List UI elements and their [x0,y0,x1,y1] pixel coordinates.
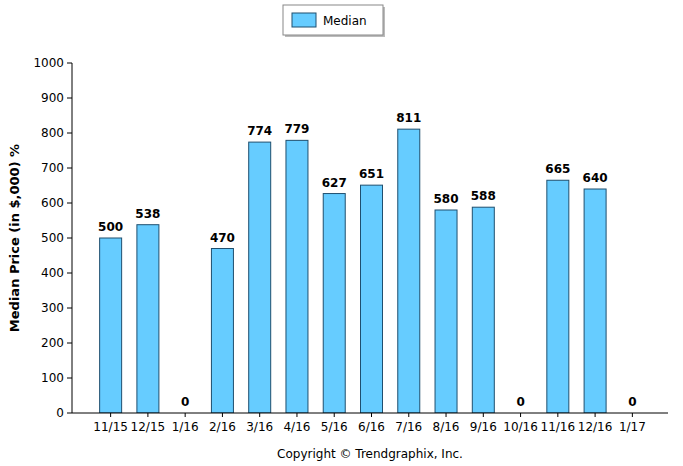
bar [323,194,345,413]
x-tick [632,413,633,417]
y-tick [67,378,72,379]
data-label: 538 [135,207,160,221]
x-tick-label: 12/16 [578,420,613,434]
legend-box [283,5,383,35]
bar [584,189,606,413]
bar [361,185,383,413]
y-tick-label: 1000 [33,56,64,70]
bar [547,180,569,413]
y-tick [67,308,72,309]
bar [472,207,494,413]
x-tick-label: 11/15 [93,420,128,434]
bar [249,142,271,413]
x-tick [595,413,596,417]
y-tick [67,63,72,64]
y-tick [67,203,72,204]
data-label: 580 [434,192,459,206]
x-tick-label: 4/16 [283,420,310,434]
x-tick-label: 11/16 [541,420,576,434]
legend-swatch [292,13,316,27]
x-tick [520,413,521,417]
y-tick-label: 100 [41,371,64,385]
x-tick [446,413,447,417]
data-label: 0 [516,395,524,409]
x-tick-label: 5/16 [321,420,348,434]
legend: Median [283,5,385,37]
y-tick [67,168,72,169]
x-tick [371,413,372,417]
x-tick [557,413,558,417]
data-label: 665 [545,162,570,176]
bars [100,129,606,413]
x-tick-label: 9/16 [470,420,497,434]
x-tick [147,413,148,417]
data-label: 0 [181,395,189,409]
bar [211,249,233,414]
x-tick [334,413,335,417]
x-tick [259,413,260,417]
y-tick [67,98,72,99]
x-tick-label: 7/16 [395,420,422,434]
x-tick [185,413,186,417]
legend-label: Median [323,14,367,28]
y-tick-label: 800 [41,126,64,140]
y-tick-label: 600 [41,196,64,210]
y-tick-label: 300 [41,301,64,315]
bar [100,238,122,413]
x-tick [110,413,111,417]
annotation: Copyright © Trendgraphix, Inc. [277,447,463,461]
y-tick-label: 400 [41,266,64,280]
y-axis-label: Median Price (in $,000) % [7,144,22,332]
data-label: 779 [284,122,309,136]
x-tick-label: 12/15 [131,420,166,434]
x-tick-label: 8/16 [433,420,460,434]
y-tick [67,273,72,274]
data-label: 627 [322,176,347,190]
x-tick-label: 3/16 [246,420,273,434]
x-tick-label: 1/17 [619,420,646,434]
x-tick-label: 10/16 [503,420,538,434]
data-label: 640 [583,171,608,185]
y-tick-label: 500 [41,231,64,245]
data-label: 811 [396,111,421,125]
y-tick [67,413,72,414]
data-label: 588 [471,189,496,203]
data-label: 774 [247,124,272,138]
chart: 0100200300400500600700800900100011/1512/… [0,0,683,466]
bar [286,140,308,413]
bar [435,210,457,413]
y-tick-label: 900 [41,91,64,105]
y-tick-label: 700 [41,161,64,175]
x-tick [408,413,409,417]
bar [137,225,159,413]
data-label: 470 [210,231,235,245]
x-tick [483,413,484,417]
y-tick [67,238,72,239]
x-tick-label: 2/16 [209,420,236,434]
data-label: 500 [98,220,123,234]
x-tick [222,413,223,417]
y-tick-label: 0 [56,406,64,420]
x-tick-label: 6/16 [358,420,385,434]
x-tick [296,413,297,417]
bar [398,129,420,413]
data-label: 0 [628,395,636,409]
y-tick [67,133,72,134]
x-tick-label: 1/16 [172,420,199,434]
y-tick [67,343,72,344]
x-axis-line [72,413,668,414]
y-tick-label: 200 [41,336,64,350]
data-label: 651 [359,167,384,181]
